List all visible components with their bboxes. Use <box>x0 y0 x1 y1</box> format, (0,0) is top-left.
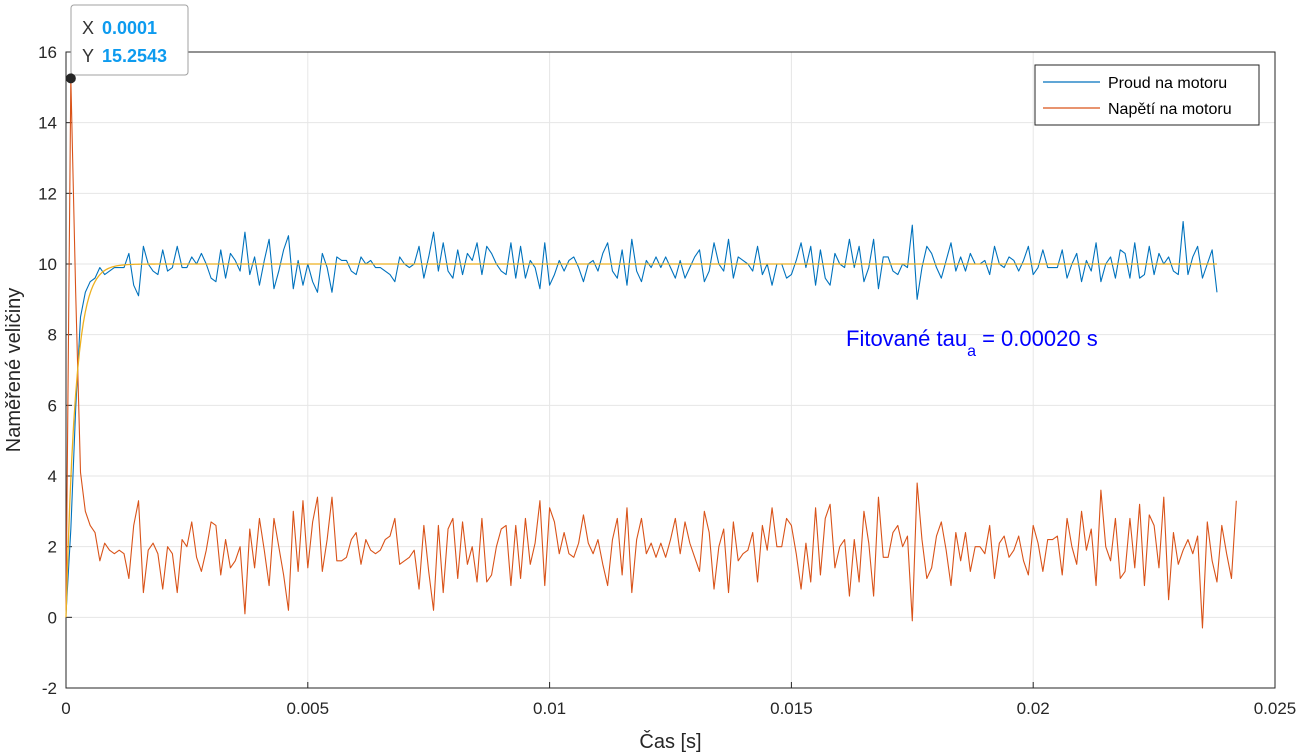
y-tick-label: 10 <box>38 255 57 274</box>
y-tick-label: 6 <box>48 396 57 415</box>
series <box>65 77 1237 629</box>
datatip-y-value: 15.2543 <box>102 46 167 66</box>
datatip-x-key: X <box>82 18 94 38</box>
datatip[interactable]: X 0.0001 Y 15.2543 <box>65 4 189 84</box>
fit-annotation: Fitované taua = 0.00020 s <box>846 326 1098 360</box>
y-tick-label: 12 <box>38 184 57 203</box>
y-tick-label: 4 <box>48 467 57 486</box>
y-tick-label: 0 <box>48 608 57 627</box>
fit-annotation-suffix: = 0.00020 s <box>976 326 1098 351</box>
series-line-proud <box>65 221 1218 614</box>
legend-label-napeti: Napětí na motoru <box>1108 101 1232 118</box>
fit-annotation-main: Fitované tau <box>846 326 967 351</box>
datatip-box <box>70 4 189 76</box>
fit-annotation-subscript: a <box>967 343 976 360</box>
axes-box <box>65 51 1276 689</box>
x-tick-label: 0.01 <box>533 699 566 718</box>
y-tick-label: 2 <box>48 538 57 557</box>
legend-box <box>1034 64 1260 126</box>
grid <box>65 51 1276 689</box>
x-tick-label: 0.005 <box>287 699 330 718</box>
y-tick-label: -2 <box>42 679 57 698</box>
x-tick-label: 0.015 <box>770 699 813 718</box>
series-line-fit <box>65 263 1217 618</box>
datatip-marker[interactable] <box>65 73 76 84</box>
x-tick-label: 0.025 <box>1254 699 1297 718</box>
y-tick-label: 14 <box>38 114 57 133</box>
y-tick-label: 16 <box>38 43 57 62</box>
x-axis-label: Čas [s] <box>639 730 701 753</box>
datatip-y-key: Y <box>82 46 94 66</box>
y-tick-label: 8 <box>48 326 57 345</box>
legend-label-proud: Proud na motoru <box>1108 75 1227 92</box>
y-axis-label: Naměřené veličiny <box>3 288 25 453</box>
x-tick-label: 0 <box>61 699 70 718</box>
datatip-x-value: 0.0001 <box>102 18 157 38</box>
legend[interactable]: Proud na motoru Napětí na motoru <box>1034 64 1260 126</box>
series-line-napeti <box>65 77 1237 629</box>
x-tick-label: 0.02 <box>1017 699 1050 718</box>
